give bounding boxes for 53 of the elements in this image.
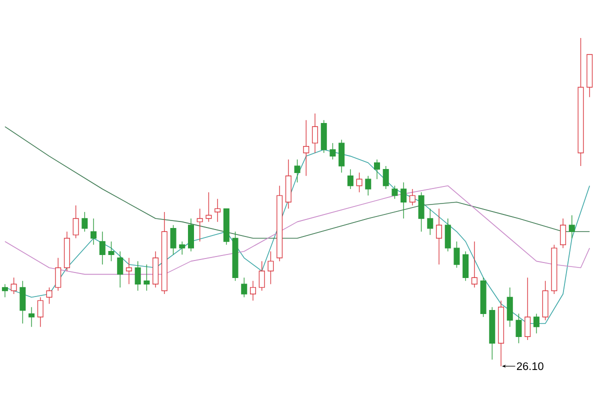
candlestick [347,168,354,190]
candlestick [188,218,194,252]
candlestick [506,287,513,328]
candlestick [90,218,97,246]
candlestick [400,182,407,219]
candlestick [2,284,8,298]
candlestick [268,250,274,285]
candlestick [427,208,434,236]
annotation: 26.10 [516,362,544,370]
candlestick [108,241,114,262]
candlestick [117,250,124,288]
candlestick [560,218,566,248]
candlestick [516,313,522,344]
candlestick [72,205,79,239]
candlestick [471,241,478,288]
candlestick [524,277,531,340]
candlestick [134,260,141,292]
candlestick [37,296,44,328]
candlestick [392,185,398,200]
candlestick [144,264,150,292]
candlestick [294,159,300,183]
candlestick [374,159,380,180]
candlestick [196,208,203,242]
candlestick [418,192,424,232]
candlestick [462,250,469,282]
candlestick [126,258,132,285]
candlestick [436,208,442,265]
candlestick [214,198,221,222]
candlestick [250,280,256,301]
candlestick [99,231,106,265]
candlestick [444,218,451,252]
candlestick [454,241,460,268]
candlestick [46,287,52,304]
candlestick [330,142,336,160]
candlestick [206,192,212,222]
candlestick [82,212,88,232]
candlestick [382,166,389,190]
candlestick [55,258,62,292]
candlestick [533,313,540,334]
candlestick [10,277,17,294]
candlestick [409,188,416,206]
candlestick [28,306,35,328]
candlestick [179,241,186,255]
candlestick [258,260,265,292]
candlestick [338,139,345,173]
candlestick [170,224,176,255]
candlestick [241,277,248,298]
candlestick [20,280,26,324]
candlestick [568,214,575,239]
candlestick [303,120,310,176]
candlestick [365,176,372,196]
candlestick [356,172,362,193]
candlestick [312,113,318,154]
